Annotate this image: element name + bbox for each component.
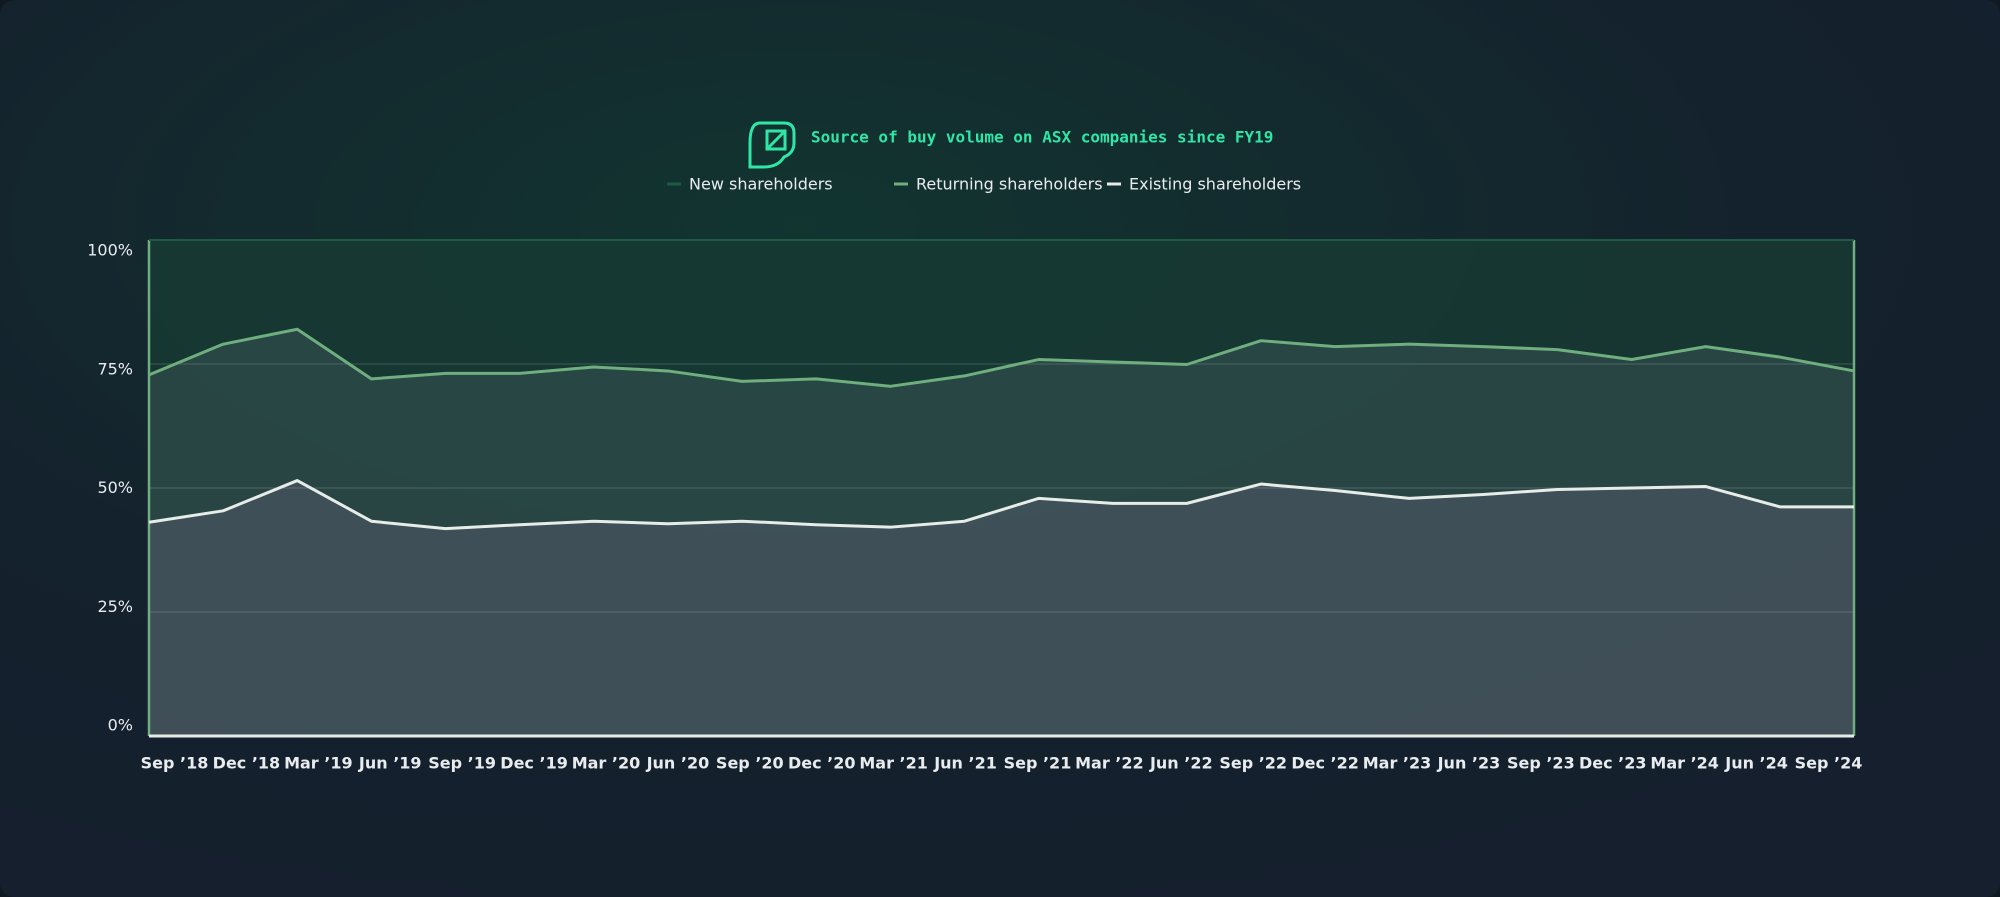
x-tick-label: Jun ’22 bbox=[1149, 754, 1213, 773]
x-tick-label: Sep ’18 bbox=[141, 754, 209, 773]
area bbox=[149, 329, 1854, 529]
x-tick-label: Mar ’23 bbox=[1363, 754, 1432, 773]
x-tick-label: Dec ’20 bbox=[788, 754, 856, 773]
x-tick-label: Jun ’20 bbox=[646, 754, 710, 773]
x-tick-label: Dec ’22 bbox=[1291, 754, 1359, 773]
x-tick-label: Sep ’21 bbox=[1004, 754, 1072, 773]
x-tick-label: Jun ’19 bbox=[358, 754, 422, 773]
x-tick-label: Sep ’19 bbox=[428, 754, 496, 773]
legend-label: Returning shareholders bbox=[916, 175, 1103, 194]
area bbox=[149, 480, 1854, 736]
area bbox=[149, 240, 1854, 387]
x-tick-label: Mar ’19 bbox=[284, 754, 353, 773]
legend-label: New shareholders bbox=[689, 175, 833, 194]
legend-label: Existing shareholders bbox=[1129, 175, 1301, 194]
x-tick-label: Sep ’20 bbox=[716, 754, 784, 773]
x-tick-label: Sep ’23 bbox=[1507, 754, 1575, 773]
series-line bbox=[148, 327, 1855, 388]
x-tick-label: Mar ’21 bbox=[859, 754, 928, 773]
x-tick-label: Mar ’24 bbox=[1650, 754, 1719, 773]
x-tick-label: Jun ’21 bbox=[933, 754, 997, 773]
x-tick-label: Dec ’23 bbox=[1579, 754, 1647, 773]
y-tick-label: 75% bbox=[97, 359, 133, 378]
x-tick-label: Mar ’20 bbox=[572, 754, 641, 773]
x-tick-label: Sep ’22 bbox=[1219, 754, 1287, 773]
y-tick-label: 0% bbox=[108, 716, 133, 735]
x-tick-label: Mar ’22 bbox=[1075, 754, 1144, 773]
x-tick-label: Jun ’24 bbox=[1724, 754, 1788, 773]
x-tick-label: Jun ’23 bbox=[1437, 754, 1501, 773]
title-icon bbox=[748, 121, 796, 169]
x-tick-label: Dec ’19 bbox=[500, 754, 568, 773]
y-tick-label: 50% bbox=[97, 478, 133, 497]
y-tick-label: 100% bbox=[87, 241, 133, 260]
x-tick-label: Dec ’18 bbox=[213, 754, 281, 773]
chart-title: Source of buy volume on ASX companies si… bbox=[811, 128, 1273, 147]
series-line bbox=[148, 479, 1854, 531]
y-tick-label: 25% bbox=[97, 597, 133, 616]
x-tick-label: Sep ’24 bbox=[1795, 754, 1863, 773]
